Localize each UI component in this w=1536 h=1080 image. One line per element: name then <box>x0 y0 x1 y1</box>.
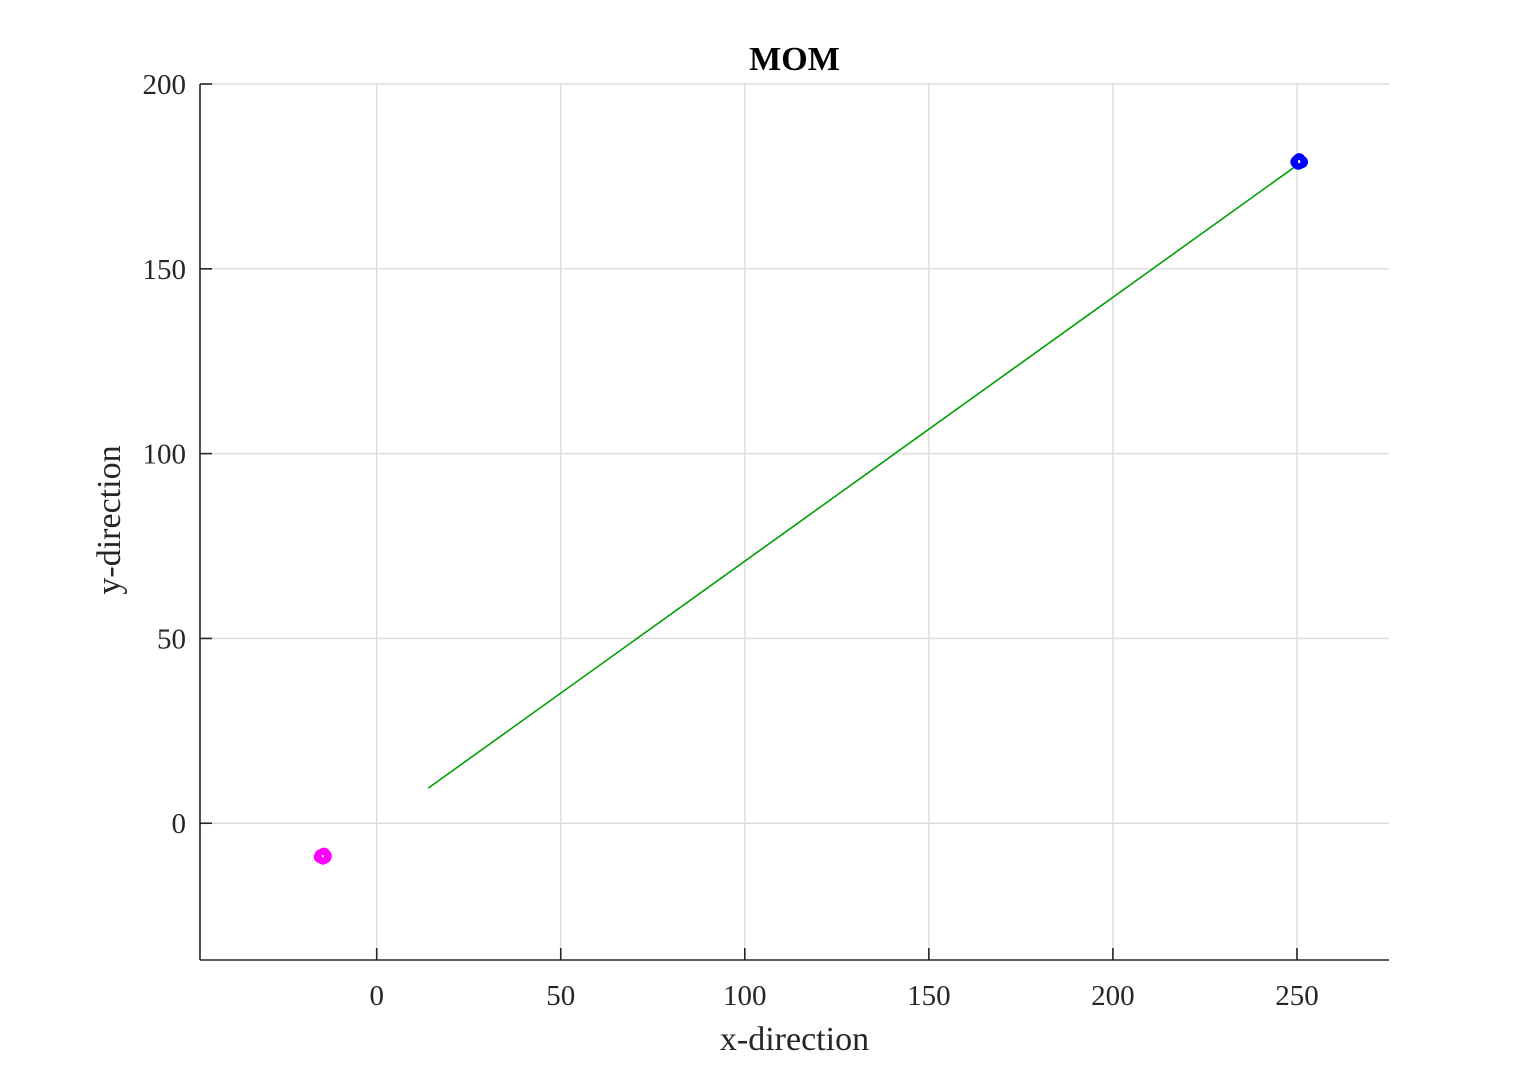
series-layer <box>313 153 1309 865</box>
scatter-point <box>315 849 329 863</box>
y-tick-label: 0 <box>172 808 187 840</box>
grid-layer <box>200 83 1389 960</box>
y-tick-label: 200 <box>143 69 187 101</box>
x-tick-label: 50 <box>546 980 575 1012</box>
y-tick-label: 100 <box>143 439 187 471</box>
y-axis-label: y-direction <box>91 445 128 594</box>
x-tick-label: 100 <box>723 980 767 1012</box>
scatter-point <box>1292 157 1305 170</box>
y-tick-label: 50 <box>157 623 186 655</box>
chart-title: MOM <box>749 41 840 78</box>
x-tick-label: 150 <box>907 980 951 1012</box>
y-tick-label: 150 <box>143 254 187 286</box>
x-axis-label: x-direction <box>720 1021 869 1058</box>
x-tick-label: 0 <box>369 980 384 1012</box>
x-tick-label: 250 <box>1275 980 1319 1012</box>
axes-layer: 0 50 100 150 200 250 0 50 100 150 200 <box>143 69 1389 1012</box>
x-tick-label: 200 <box>1091 980 1135 1012</box>
series-line <box>427 164 1298 789</box>
text-layer: MOM x-direction y-direction <box>91 41 869 1058</box>
